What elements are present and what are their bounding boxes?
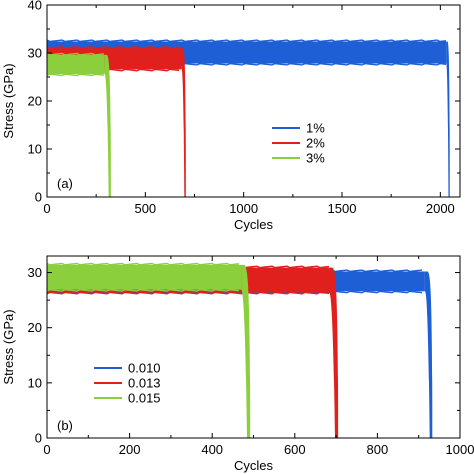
x-tick-label: 1500 xyxy=(328,201,357,216)
legend-label: 0.010 xyxy=(128,361,161,376)
plot-area xyxy=(47,39,450,197)
series-band-fill xyxy=(47,264,242,290)
legend-label: 1% xyxy=(306,121,325,136)
series-lower-edge xyxy=(47,73,105,77)
x-tick-label: 600 xyxy=(284,442,306,457)
x-tick-label: 0 xyxy=(43,442,50,457)
y-tick-label: 0 xyxy=(35,431,42,446)
y-tick-label: 10 xyxy=(28,375,42,390)
y-tick-label: 10 xyxy=(28,142,42,157)
series-failure-drop xyxy=(424,271,433,438)
legend-label: 0.015 xyxy=(128,391,161,406)
panel-label: (b) xyxy=(57,418,73,433)
series-failure-drop xyxy=(241,264,251,438)
series-upper-edge xyxy=(47,262,240,266)
y-tick-label: 40 xyxy=(28,0,42,13)
y-axis-label: Stress (GPa) xyxy=(1,63,16,138)
series-upper-edge xyxy=(47,52,105,56)
legend-label: 3% xyxy=(306,151,325,166)
series-upper-edge xyxy=(47,46,180,49)
y-tick-label: 20 xyxy=(28,320,42,335)
x-tick-label: 1000 xyxy=(229,201,258,216)
series-band-fill xyxy=(47,54,105,75)
x-tick-label: 500 xyxy=(134,201,156,216)
series-failure-drop xyxy=(329,267,339,438)
series-failure-drop xyxy=(181,48,186,197)
series-0.010-band xyxy=(47,269,433,438)
y-tick-label: 30 xyxy=(28,46,42,61)
y-axis-label: Stress (GPa) xyxy=(1,309,16,384)
legend: 1%2%3% xyxy=(272,121,325,166)
series-3%-band xyxy=(47,52,111,197)
x-tick-label: 200 xyxy=(119,442,141,457)
y-tick-label: 30 xyxy=(28,265,42,280)
series-lower-edge xyxy=(47,288,240,292)
chart-panel-b: 0 200 400 600 800 1000 0 10 20 30 Cycles Stress (GP… xyxy=(1,255,474,473)
x-axis-label: Cycles xyxy=(234,458,274,473)
x-tick-label: 400 xyxy=(201,442,223,457)
x-tick-label: 0 xyxy=(43,201,50,216)
x-tick-label: 2000 xyxy=(426,201,455,216)
series-failure-drop xyxy=(104,54,111,197)
x-tick-label: 800 xyxy=(367,442,389,457)
panel-label: (a) xyxy=(57,176,73,191)
series-0.015-band xyxy=(47,262,251,438)
y-tick-label: 20 xyxy=(28,94,42,109)
chart-panel-a: 0 500 1000 1500 2000 0 10 20 30 40 Cycles Stress (G… xyxy=(1,0,461,232)
series-0.013-band xyxy=(47,265,339,438)
series-upper-edge xyxy=(47,39,447,43)
series-lower-edge xyxy=(47,291,330,295)
x-tick-label: 1000 xyxy=(446,442,474,457)
plot-area xyxy=(47,262,433,438)
series-failure-drop xyxy=(446,41,450,197)
x-axis-label: Cycles xyxy=(234,217,274,232)
y-tick-label: 0 xyxy=(35,190,42,205)
legend-label: 2% xyxy=(306,136,325,151)
legend-label: 0.013 xyxy=(128,376,161,391)
